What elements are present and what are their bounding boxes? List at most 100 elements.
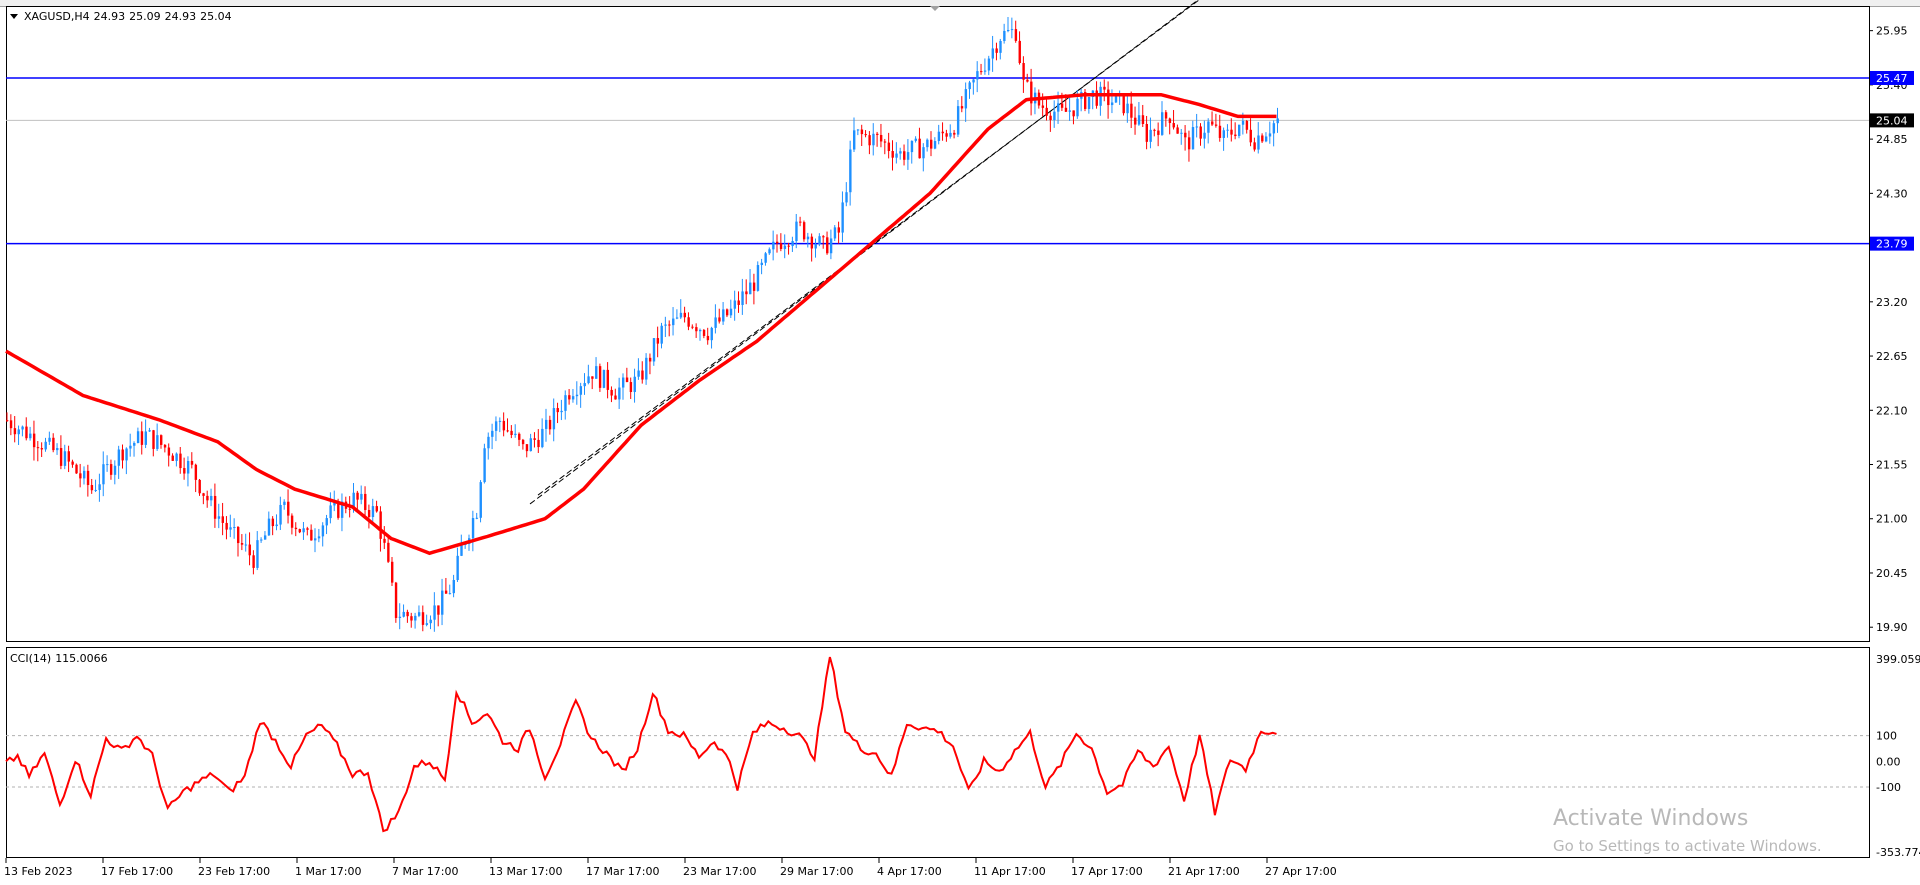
candle-body[interactable] bbox=[171, 455, 174, 461]
dropdown-triangle-icon[interactable] bbox=[10, 14, 18, 19]
candle-body[interactable] bbox=[537, 439, 540, 448]
candle-body[interactable] bbox=[202, 493, 205, 496]
candle-body[interactable] bbox=[1149, 129, 1152, 142]
candle-body[interactable] bbox=[918, 138, 921, 159]
candle-body[interactable] bbox=[906, 152, 910, 160]
candle-body[interactable] bbox=[1018, 40, 1021, 64]
candle-body[interactable] bbox=[802, 222, 806, 240]
candle-body[interactable] bbox=[625, 377, 629, 383]
candle-body[interactable] bbox=[6, 420, 9, 422]
candle-body[interactable] bbox=[741, 291, 744, 305]
candle-body[interactable] bbox=[1114, 94, 1118, 103]
candle-body[interactable] bbox=[1145, 123, 1148, 142]
candle-body[interactable] bbox=[1214, 124, 1218, 126]
candle-body[interactable] bbox=[864, 134, 867, 136]
candle-body[interactable] bbox=[1176, 127, 1179, 134]
candle-body[interactable] bbox=[1230, 129, 1233, 135]
candle-body[interactable] bbox=[571, 396, 575, 400]
candle-body[interactable] bbox=[487, 436, 490, 449]
candle-body[interactable] bbox=[444, 590, 448, 594]
candle-body[interactable] bbox=[710, 327, 713, 341]
candle-body[interactable] bbox=[83, 470, 86, 479]
candle-body[interactable] bbox=[1184, 132, 1187, 138]
candle-body[interactable] bbox=[791, 241, 794, 247]
candle-body[interactable] bbox=[117, 449, 121, 466]
candle-body[interactable] bbox=[564, 395, 567, 411]
candle-body[interactable] bbox=[206, 495, 209, 501]
cci-indicator-panel[interactable] bbox=[6, 647, 1870, 858]
candle-body[interactable] bbox=[610, 389, 613, 396]
candle-body[interactable] bbox=[995, 48, 998, 53]
candle-body[interactable] bbox=[1157, 130, 1160, 135]
candle-body[interactable] bbox=[360, 493, 363, 500]
candle-body[interactable] bbox=[964, 89, 968, 109]
candle-body[interactable] bbox=[768, 249, 771, 254]
candle-body[interactable] bbox=[683, 312, 686, 318]
candle-body[interactable] bbox=[1076, 98, 1079, 117]
candle-body[interactable] bbox=[706, 335, 710, 341]
candle-body[interactable] bbox=[433, 605, 436, 620]
candle-body[interactable] bbox=[1257, 135, 1260, 150]
candle-body[interactable] bbox=[1064, 107, 1068, 112]
candle-body[interactable] bbox=[1226, 129, 1229, 131]
candle-body[interactable] bbox=[217, 516, 221, 519]
candle-body[interactable] bbox=[1107, 89, 1110, 106]
candle-body[interactable] bbox=[514, 433, 517, 436]
candle-body[interactable] bbox=[1245, 120, 1249, 130]
candle-body[interactable] bbox=[44, 441, 47, 450]
candle-body[interactable] bbox=[1207, 121, 1210, 133]
candle-body[interactable] bbox=[679, 312, 683, 318]
candle-body[interactable] bbox=[702, 329, 706, 336]
candle-body[interactable] bbox=[841, 202, 844, 233]
candle-body[interactable] bbox=[868, 135, 871, 146]
candle-body[interactable] bbox=[629, 382, 633, 393]
candle-body[interactable] bbox=[287, 501, 290, 516]
candle-body[interactable] bbox=[806, 236, 810, 240]
candle-body[interactable] bbox=[183, 468, 186, 474]
candle-body[interactable] bbox=[972, 79, 975, 83]
candle-body[interactable] bbox=[541, 428, 544, 448]
candle-body[interactable] bbox=[1072, 110, 1075, 117]
candle-body[interactable] bbox=[52, 437, 55, 451]
candle-body[interactable] bbox=[1164, 112, 1168, 119]
candle-body[interactable] bbox=[648, 357, 652, 362]
candle-body[interactable] bbox=[983, 70, 987, 72]
candle-body[interactable] bbox=[213, 495, 217, 519]
candle-body[interactable] bbox=[637, 370, 640, 377]
candle-body[interactable] bbox=[56, 448, 59, 451]
candle-body[interactable] bbox=[479, 482, 482, 518]
candle-body[interactable] bbox=[910, 140, 914, 153]
candle-body[interactable] bbox=[256, 540, 259, 568]
candle-body[interactable] bbox=[976, 71, 979, 80]
candle-body[interactable] bbox=[618, 387, 621, 400]
candle-body[interactable] bbox=[1022, 63, 1025, 80]
candle-body[interactable] bbox=[556, 408, 559, 413]
candle-body[interactable] bbox=[548, 419, 552, 430]
candle-body[interactable] bbox=[383, 538, 386, 543]
main-chart-panel[interactable] bbox=[6, 6, 1870, 642]
candle-body[interactable] bbox=[314, 538, 317, 541]
candle-body[interactable] bbox=[598, 366, 602, 388]
candle-body[interactable] bbox=[198, 479, 201, 494]
candle-body[interactable] bbox=[163, 444, 167, 448]
candle-body[interactable] bbox=[317, 536, 321, 539]
candle-body[interactable] bbox=[1268, 133, 1272, 137]
candle-body[interactable] bbox=[579, 386, 583, 395]
candle-body[interactable] bbox=[1261, 135, 1264, 142]
candle-body[interactable] bbox=[1126, 103, 1129, 114]
candle-body[interactable] bbox=[595, 366, 598, 379]
candle-body[interactable] bbox=[1195, 126, 1199, 128]
candle-body[interactable] bbox=[337, 501, 340, 518]
candle-body[interactable] bbox=[329, 505, 332, 519]
candle-body[interactable] bbox=[937, 131, 941, 142]
candle-body[interactable] bbox=[394, 582, 398, 618]
candle-body[interactable] bbox=[783, 245, 787, 249]
candle-body[interactable] bbox=[475, 517, 479, 519]
candle-body[interactable] bbox=[922, 147, 925, 159]
candle-body[interactable] bbox=[968, 82, 971, 90]
candle-body[interactable] bbox=[772, 241, 775, 250]
candle-body[interactable] bbox=[190, 460, 194, 465]
candle-body[interactable] bbox=[664, 324, 667, 326]
candle-body[interactable] bbox=[837, 227, 840, 233]
candle-body[interactable] bbox=[1014, 29, 1018, 41]
